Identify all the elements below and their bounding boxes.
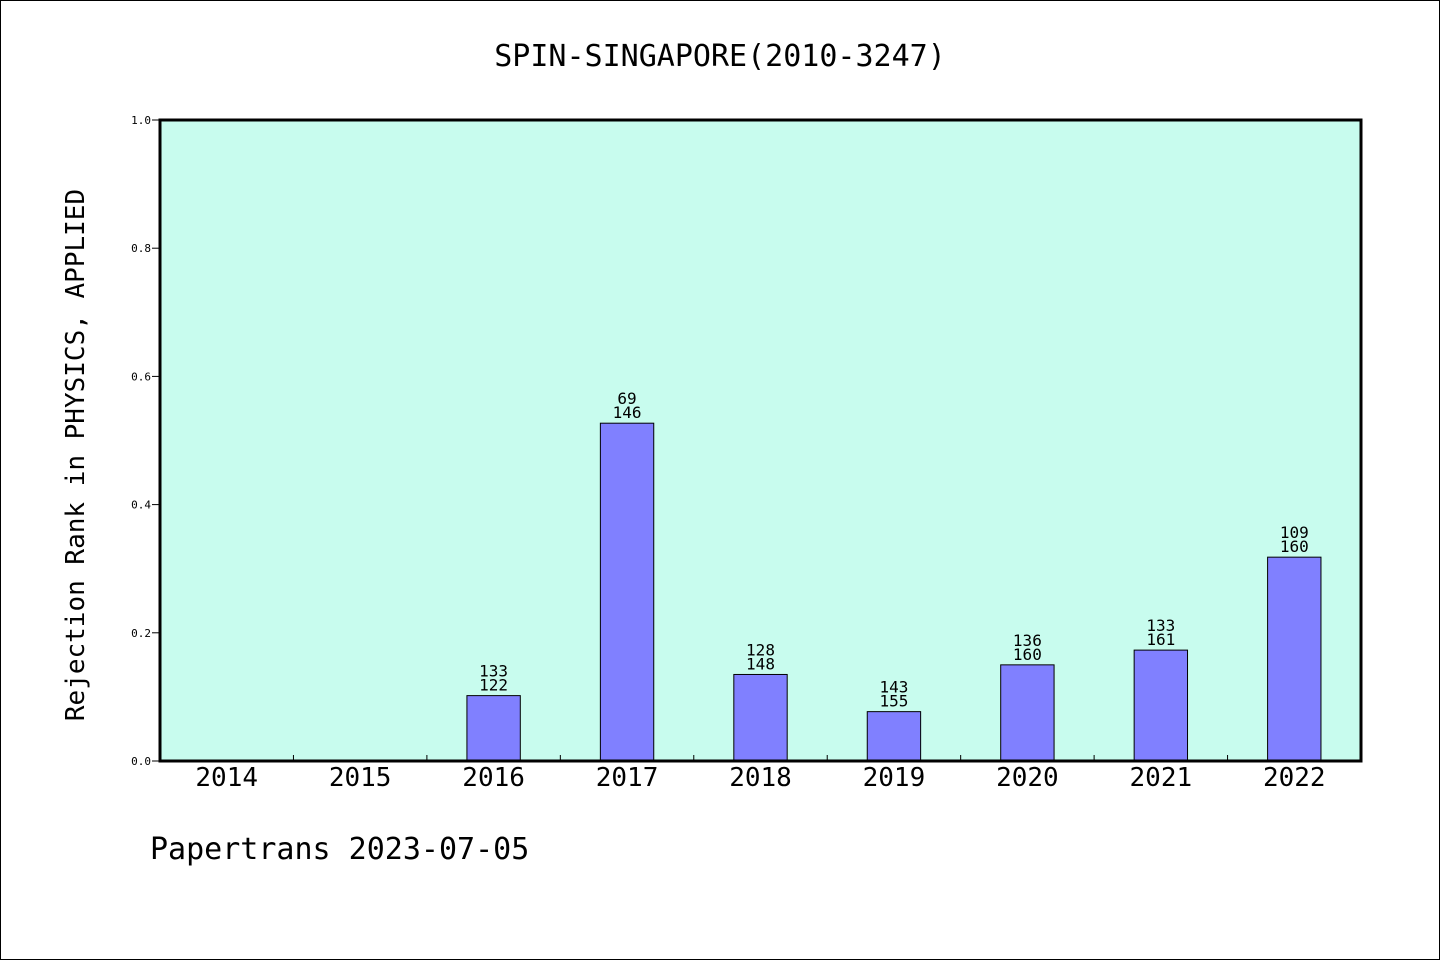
x-tick-label: 2014 bbox=[195, 763, 258, 793]
bar-2022 bbox=[1267, 556, 1322, 762]
y-tick-label: 1.0 bbox=[131, 114, 151, 127]
y-tick-label: 0.4 bbox=[131, 499, 151, 512]
bar-2019 bbox=[866, 711, 922, 762]
bar-label-bottom: 122 bbox=[479, 676, 508, 695]
y-tick-label: 0.2 bbox=[131, 627, 151, 640]
bar-2020 bbox=[1000, 664, 1055, 762]
x-tick-label: 2020 bbox=[996, 763, 1059, 793]
x-tick-label: 2015 bbox=[329, 763, 392, 793]
y-tick-label: 0.6 bbox=[131, 370, 151, 383]
chart-title: SPIN-SINGAPORE(2010-3247) bbox=[494, 39, 946, 74]
bar-label-top: 128 bbox=[746, 640, 775, 659]
bar-label-top: 133 bbox=[479, 662, 508, 681]
y-axis-label: Rejection Rank in PHYSICS, APPLIED bbox=[61, 189, 91, 721]
x-tick-label: 2022 bbox=[1263, 763, 1326, 793]
bar-2021 bbox=[1133, 649, 1189, 762]
x-tick-label: 2019 bbox=[863, 763, 926, 793]
x-tick-label: 2018 bbox=[729, 763, 792, 793]
bar-labels-group: 1331226914612814814315513616013316110916… bbox=[479, 389, 1309, 710]
footer-credit: Papertrans 2023-07-05 bbox=[150, 832, 530, 867]
bar-2018 bbox=[733, 673, 788, 762]
bar-label-top: 69 bbox=[617, 389, 636, 408]
x-axis-ticks: 2014 2015 2016 2017 2018 2019 2020 2021 2022 bbox=[195, 755, 1326, 793]
bars-group bbox=[466, 422, 1322, 762]
bar-2017 bbox=[599, 422, 655, 762]
x-tick-label: 2016 bbox=[462, 763, 525, 793]
plot-border bbox=[158, 118, 1363, 763]
y-tick-label: 0.0 bbox=[131, 755, 151, 768]
bar-label-top: 133 bbox=[1146, 616, 1175, 635]
bar-label-bottom: 146 bbox=[613, 403, 642, 422]
bar-label-bottom: 148 bbox=[746, 654, 775, 673]
bar-label-top: 109 bbox=[1280, 523, 1309, 542]
bar-label-bottom: 160 bbox=[1013, 645, 1042, 664]
x-tick-label: 2017 bbox=[596, 763, 659, 793]
bar-label-bottom: 155 bbox=[879, 692, 908, 711]
bar-2016 bbox=[466, 695, 521, 762]
bar-label-top: 143 bbox=[879, 678, 908, 697]
x-tick-label: 2021 bbox=[1130, 763, 1193, 793]
bar-label-bottom: 161 bbox=[1146, 630, 1175, 649]
y-tick-label: 0.8 bbox=[131, 242, 151, 255]
bar-label-bottom: 160 bbox=[1280, 537, 1309, 556]
y-axis-ticks: 0.0 0.2 0.4 0.6 0.8 1.0 bbox=[131, 114, 160, 768]
bar-label-top: 136 bbox=[1013, 631, 1042, 650]
